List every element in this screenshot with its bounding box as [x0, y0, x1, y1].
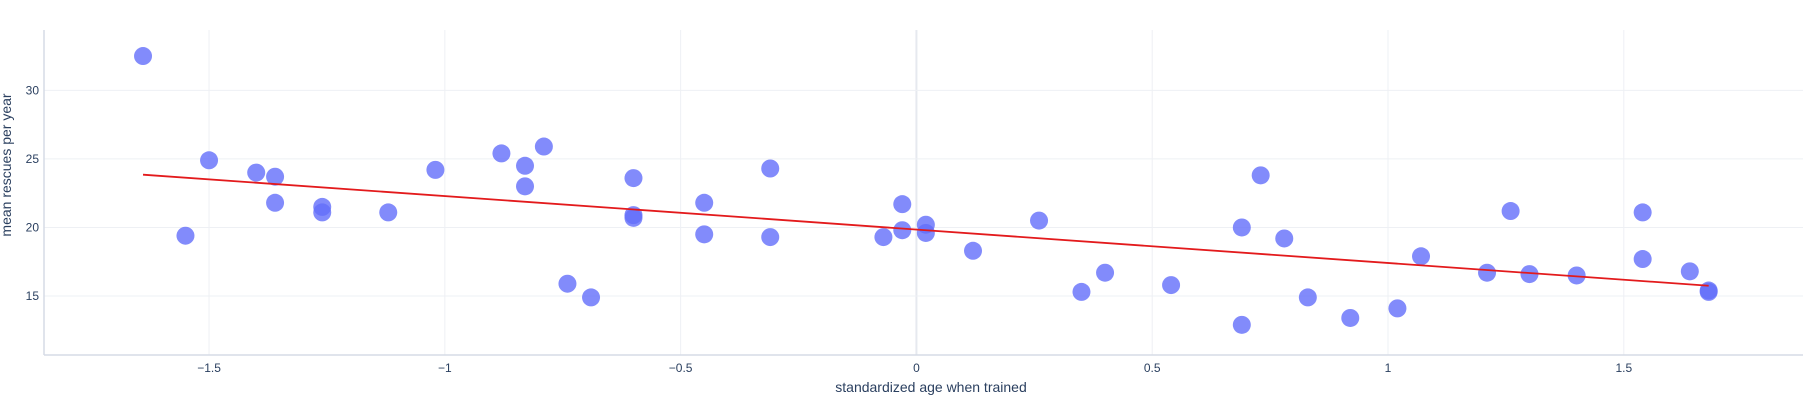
scatter-point — [266, 193, 285, 212]
y-tick-label: 30 — [26, 83, 40, 97]
scatter-point — [266, 167, 285, 186]
axes — [43, 30, 1803, 356]
scatter-point — [1298, 288, 1317, 307]
scatter-point — [1633, 203, 1652, 222]
y-tick-label: 20 — [26, 220, 40, 234]
scatter-point — [1520, 265, 1539, 284]
scatter-point — [695, 225, 714, 244]
scatter-point — [1680, 262, 1699, 281]
scatter-point — [200, 151, 219, 170]
scatter-point — [582, 288, 601, 307]
x-axis-title: standardized age when trained — [835, 379, 1026, 395]
scatter-point — [1633, 250, 1652, 269]
y-axis-title: mean rescues per year — [0, 93, 14, 237]
scatter-point — [1030, 211, 1049, 230]
x-tick-label: 1 — [1385, 361, 1392, 375]
scatter-point — [964, 241, 983, 260]
scatter-point — [558, 274, 577, 293]
scatter-point — [1388, 299, 1407, 318]
scatter-point — [624, 208, 643, 227]
x-tick-label: 0.5 — [1144, 361, 1161, 375]
trend-line — [142, 173, 1709, 287]
scatter-point — [516, 156, 535, 175]
scatter-point — [134, 47, 153, 66]
y-tick-label: 25 — [26, 152, 40, 166]
x-tick-label: 0 — [913, 361, 920, 375]
grid-lines — [44, 30, 1803, 355]
scatter-point — [695, 193, 714, 212]
scatter-point — [1275, 229, 1294, 248]
scatter-point — [1501, 202, 1520, 221]
scatter-point — [426, 160, 445, 179]
scatter-point — [1478, 263, 1497, 282]
scatter-point — [916, 223, 935, 242]
scatter-point — [874, 228, 893, 247]
scatter-point — [761, 159, 780, 178]
scatter-point — [1162, 276, 1181, 295]
scatter-point — [1412, 247, 1431, 266]
x-tick-label: −0.5 — [669, 361, 693, 375]
scatter-point — [247, 163, 266, 182]
scatter-point — [1341, 308, 1360, 327]
scatter-point — [893, 195, 912, 214]
scatter-point — [492, 144, 511, 163]
x-tick-label: 1.5 — [1615, 361, 1632, 375]
scatter-point — [516, 177, 535, 196]
data-layer — [134, 47, 1718, 334]
y-tick-label: 15 — [26, 289, 40, 303]
scatter-point — [1096, 263, 1115, 282]
scatter-point — [1699, 282, 1718, 301]
scatter-point — [893, 221, 912, 240]
scatter-point — [1251, 166, 1270, 185]
scatter-point — [379, 203, 398, 222]
scatter-point — [534, 137, 553, 156]
scatter-point — [1072, 282, 1091, 301]
tick-labels: −1.5 −1 −0.5 0 0.5 1 1.5 15 20 25 30 — [26, 83, 1633, 375]
x-tick-label: −1.5 — [197, 361, 221, 375]
scatter-point — [1232, 315, 1251, 334]
scatter-point — [1232, 218, 1251, 237]
scatter-point — [1567, 266, 1586, 285]
scatter-point — [313, 203, 332, 222]
scatter-point — [624, 169, 643, 188]
scatter-point — [176, 226, 195, 245]
x-tick-label: −1 — [438, 361, 452, 375]
scatter-point — [761, 228, 780, 247]
